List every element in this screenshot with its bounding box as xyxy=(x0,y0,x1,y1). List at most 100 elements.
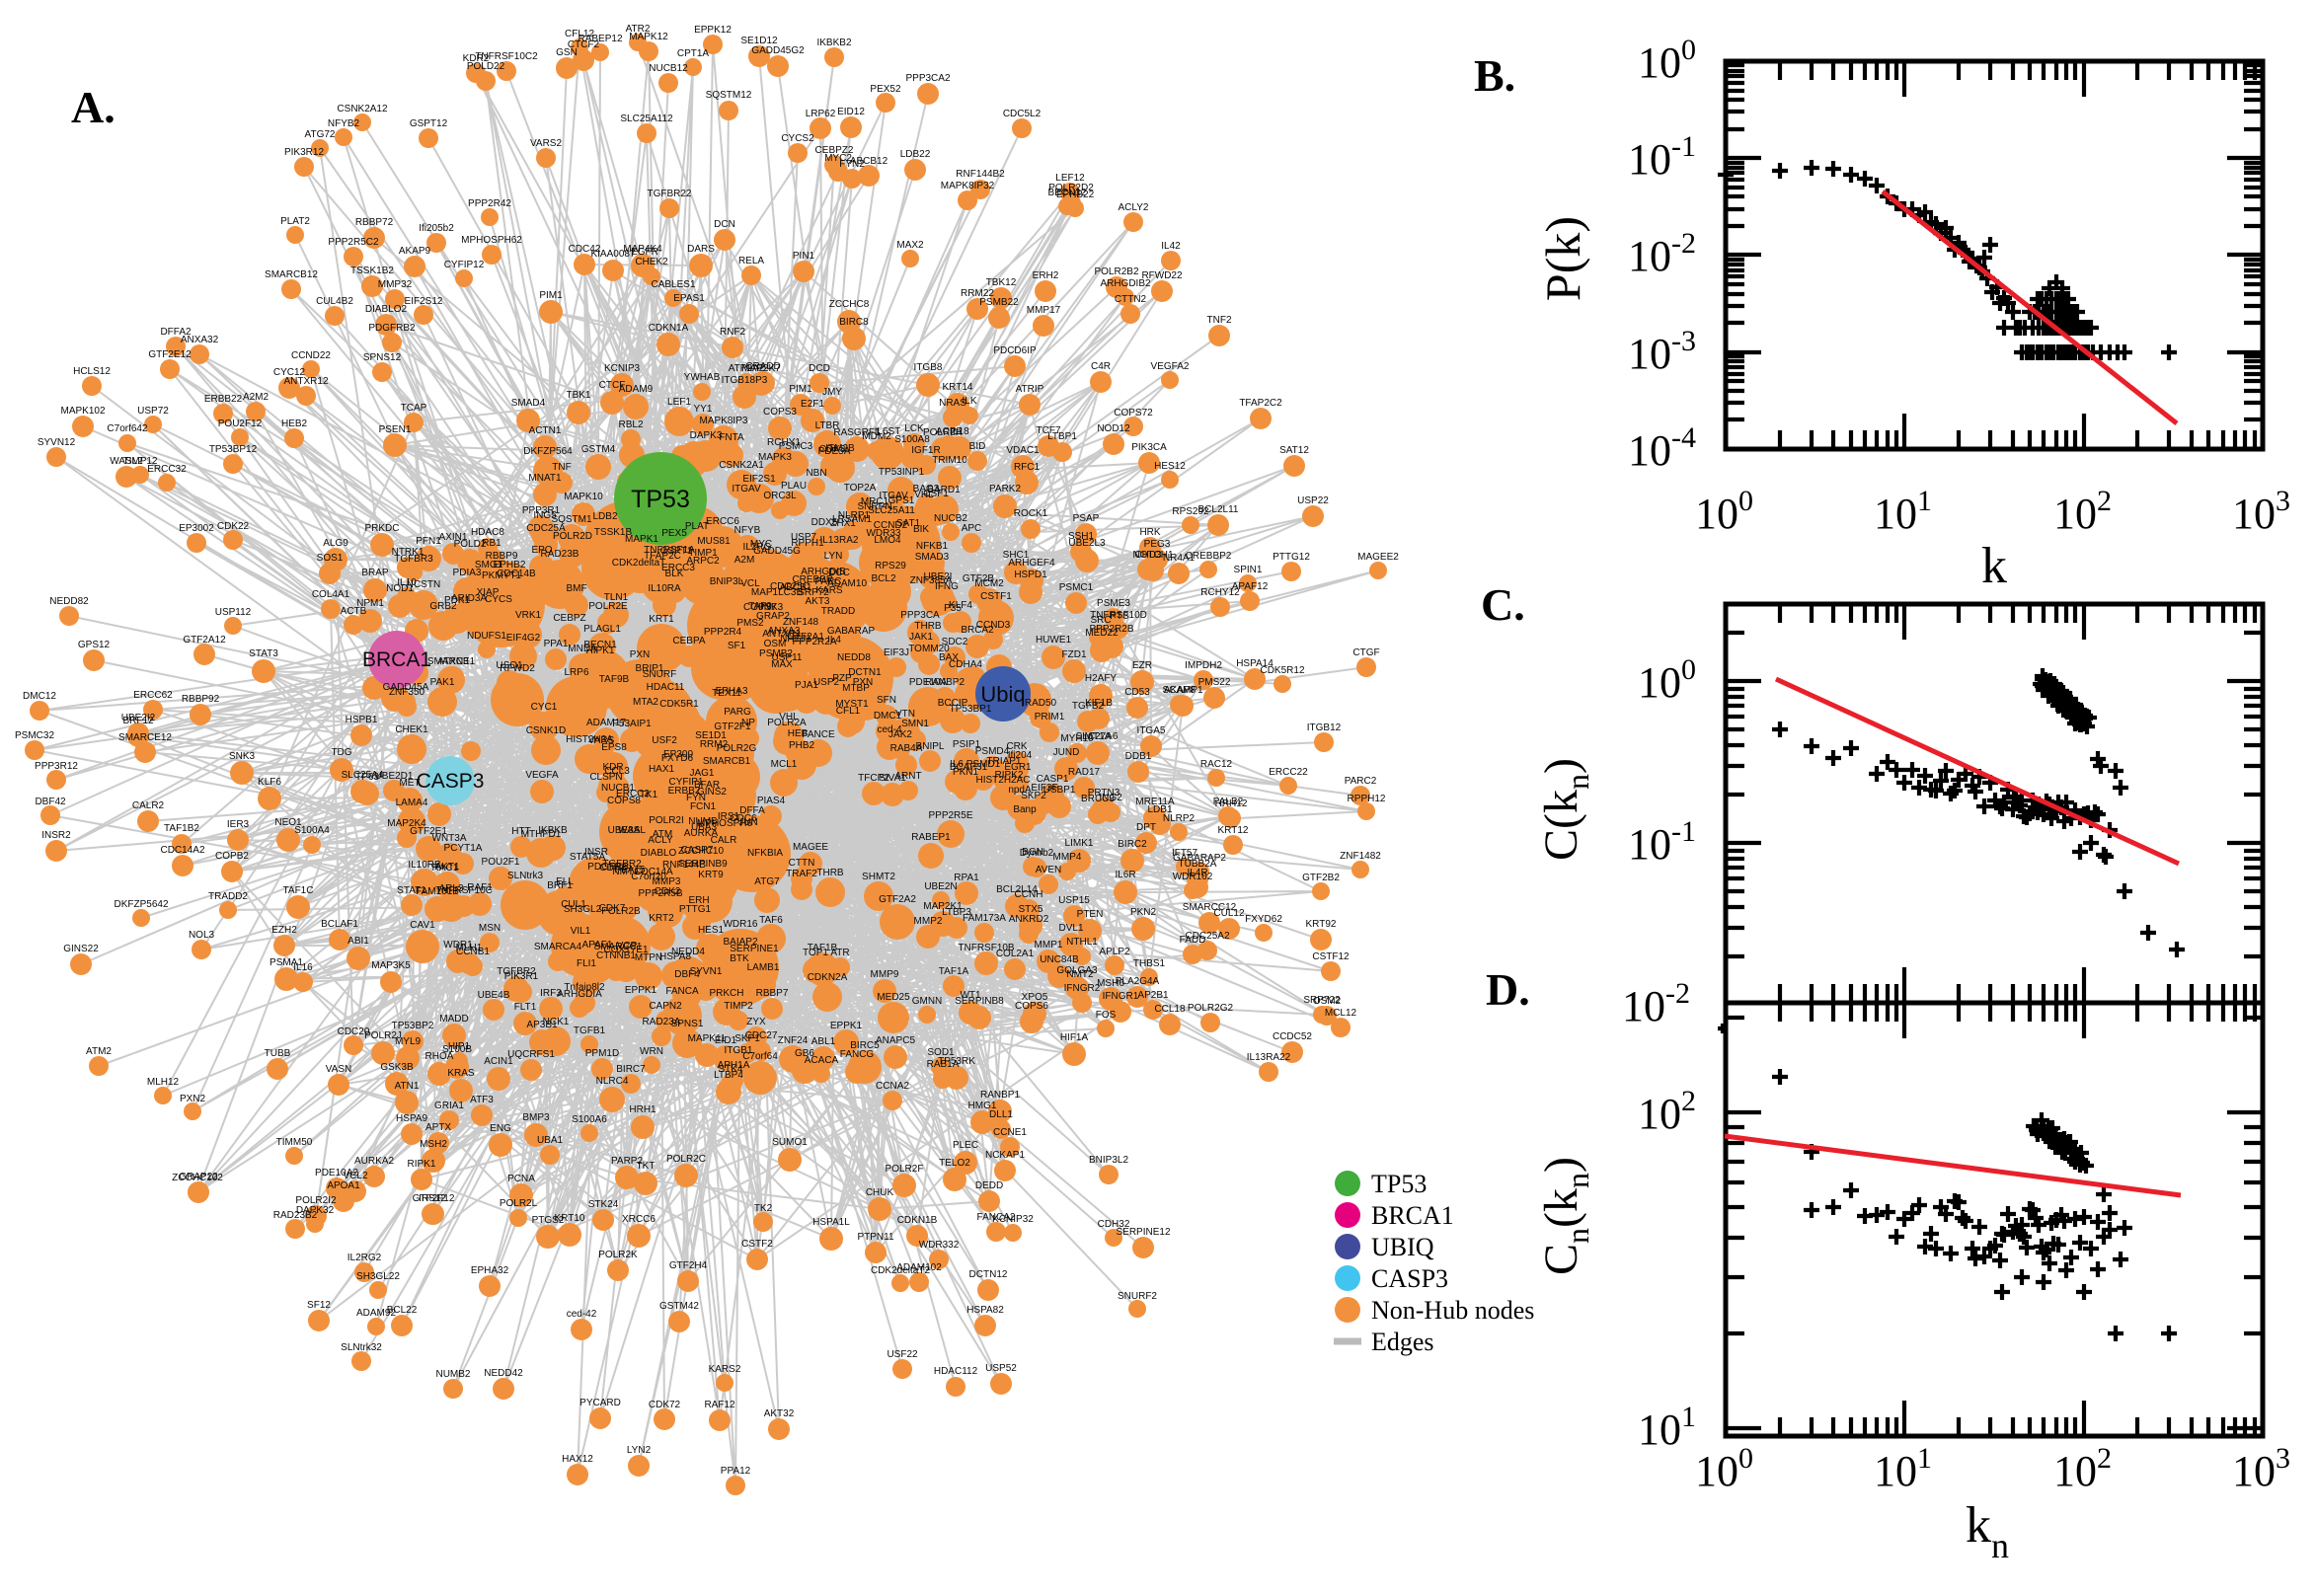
svg-text:DCN: DCN xyxy=(714,219,735,230)
svg-text:KLF4: KLF4 xyxy=(949,600,972,611)
svg-text:IL4: IL4 xyxy=(827,635,841,646)
svg-text:RBBP7: RBBP7 xyxy=(756,988,789,999)
svg-text:CDK2: CDK2 xyxy=(655,886,681,897)
svg-text:XIAP: XIAP xyxy=(477,587,500,598)
svg-text:RRM2: RRM2 xyxy=(700,739,729,750)
svg-text:GABARAP2: GABARAP2 xyxy=(1173,853,1226,864)
svg-text:MADD: MADD xyxy=(439,1014,468,1025)
svg-text:CPT1A: CPT1A xyxy=(677,48,710,59)
svg-text:ATN1: ATN1 xyxy=(395,1081,420,1092)
svg-text:KLF6: KLF6 xyxy=(258,777,281,788)
svg-text:FLI1: FLI1 xyxy=(577,958,596,969)
svg-text:POLR2I: POLR2I xyxy=(649,815,684,826)
svg-text:MCM2: MCM2 xyxy=(974,578,1004,589)
svg-text:TP63: TP63 xyxy=(355,772,379,783)
svg-text:IL42: IL42 xyxy=(1161,241,1181,252)
svg-text:EPPK1: EPPK1 xyxy=(830,1021,863,1031)
svg-text:PIM1: PIM1 xyxy=(539,290,563,301)
svg-text:KRT14: KRT14 xyxy=(943,382,973,393)
svg-text:MAPK1: MAPK1 xyxy=(625,534,658,545)
svg-text:PMS2: PMS2 xyxy=(736,618,764,629)
svg-text:TFAP2C2: TFAP2C2 xyxy=(1239,398,1282,409)
svg-text:BAIAP2: BAIAP2 xyxy=(723,937,757,948)
svg-text:CTCF: CTCF xyxy=(599,380,626,391)
svg-text:TIMP12: TIMP12 xyxy=(122,456,157,467)
svg-text:PXN: PXN xyxy=(630,649,651,660)
svg-text:ACLY2: ACLY2 xyxy=(1119,202,1149,213)
svg-text:MAGEE: MAGEE xyxy=(793,842,828,853)
svg-text:IMPDH2: IMPDH2 xyxy=(1185,660,1222,671)
svg-text:ITGB8: ITGB8 xyxy=(914,362,943,373)
svg-text:CDK22: CDK22 xyxy=(217,521,250,532)
svg-text:PPP2R5B: PPP2R5B xyxy=(638,888,682,899)
svg-text:GABARAP: GABARAP xyxy=(827,626,876,637)
svg-text:CDK7: CDK7 xyxy=(599,903,626,914)
svg-text:SMARCE12: SMARCE12 xyxy=(118,732,172,743)
svg-text:STK4: STK4 xyxy=(718,1064,742,1075)
svg-text:HEB: HEB xyxy=(788,728,809,739)
svg-text:ACTN1: ACTN1 xyxy=(529,425,562,436)
svg-text:PPP2R4: PPP2R4 xyxy=(704,627,742,638)
svg-text:BCL22: BCL22 xyxy=(387,1305,418,1316)
svg-text:RAC12: RAC12 xyxy=(1200,759,1233,770)
svg-text:EIF3F: EIF3F xyxy=(1031,783,1057,794)
svg-text:PSMD4: PSMD4 xyxy=(975,746,1010,757)
svg-text:SPNS12: SPNS12 xyxy=(363,352,402,363)
svg-text:PARC2: PARC2 xyxy=(1345,776,1377,787)
svg-text:VHL: VHL xyxy=(779,712,799,722)
svg-text:CTGF: CTGF xyxy=(1352,647,1379,658)
svg-text:HSPA14: HSPA14 xyxy=(1236,658,1274,669)
svg-text:CDC6: CDC6 xyxy=(730,813,757,824)
svg-text:BCAP31: BCAP31 xyxy=(950,762,988,773)
svg-text:VIL1: VIL1 xyxy=(571,926,591,937)
svg-text:GSTM4: GSTM4 xyxy=(581,444,616,455)
svg-text:HTT: HTT xyxy=(511,826,530,837)
svg-text:TNFRSF10B: TNFRSF10B xyxy=(958,943,1015,953)
svg-text:SMARCC12: SMARCC12 xyxy=(1183,902,1237,913)
svg-text:MCL12: MCL12 xyxy=(1325,1008,1357,1019)
svg-text:EPO: EPO xyxy=(531,545,552,556)
svg-text:CHD3: CHD3 xyxy=(1134,550,1162,561)
svg-text:RANBP2: RANBP2 xyxy=(925,677,965,688)
svg-text:HSPA1L: HSPA1L xyxy=(812,1217,850,1228)
svg-text:POLR2I2: POLR2I2 xyxy=(295,1195,337,1206)
svg-text:CDC25A2: CDC25A2 xyxy=(1185,931,1229,942)
svg-text:EP300: EP300 xyxy=(663,749,693,760)
svg-text:HIPK1: HIPK1 xyxy=(586,646,615,656)
svg-text:KCNIP3: KCNIP3 xyxy=(604,363,641,374)
svg-text:PMS22: PMS22 xyxy=(1198,677,1231,688)
svg-text:MAP2K4: MAP2K4 xyxy=(387,818,426,829)
svg-text:PEX5: PEX5 xyxy=(661,528,687,539)
svg-text:DMC1: DMC1 xyxy=(874,711,902,722)
svg-text:COPS72: COPS72 xyxy=(1114,408,1153,418)
svg-text:ELL: ELL xyxy=(556,876,574,887)
svg-text:XRCC6: XRCC6 xyxy=(622,1214,656,1225)
svg-text:CASP1: CASP1 xyxy=(1037,774,1069,785)
svg-text:EPHA32: EPHA32 xyxy=(471,1265,509,1276)
svg-text:FYN2: FYN2 xyxy=(839,159,865,170)
svg-text:HSPA9: HSPA9 xyxy=(396,1113,427,1124)
svg-text:DMC12: DMC12 xyxy=(23,691,56,702)
svg-text:ADAM10: ADAM10 xyxy=(827,578,867,589)
svg-text:FZD1: FZD1 xyxy=(1062,649,1087,660)
svg-text:USP22: USP22 xyxy=(1297,495,1329,506)
svg-text:k: k xyxy=(1981,538,2007,594)
svg-text:MAX2: MAX2 xyxy=(896,240,924,251)
svg-text:ZCCHC8: ZCCHC8 xyxy=(829,299,870,310)
svg-text:CALR: CALR xyxy=(711,835,737,846)
svg-text:LTBP4: LTBP4 xyxy=(714,1070,743,1081)
svg-text:DCTN12: DCTN12 xyxy=(969,1269,1008,1280)
svg-text:NCSTN: NCSTN xyxy=(407,579,440,590)
svg-text:IL16: IL16 xyxy=(293,962,313,973)
svg-text:ZHX1: ZHX1 xyxy=(830,518,856,529)
svg-text:JAK1: JAK1 xyxy=(909,632,933,643)
svg-text:ARHGDIB: ARHGDIB xyxy=(801,567,846,577)
svg-text:NFYB: NFYB xyxy=(734,525,761,536)
svg-text:TRADD2: TRADD2 xyxy=(208,891,248,902)
svg-text:DCTN1: DCTN1 xyxy=(848,667,882,678)
svg-text:ced-42: ced-42 xyxy=(567,1309,597,1320)
svg-text:UBA3: UBA3 xyxy=(691,822,718,833)
svg-text:VARS: VARS xyxy=(588,735,615,746)
svg-text:PLAU: PLAU xyxy=(781,481,807,492)
svg-text:EIF4G2: EIF4G2 xyxy=(506,633,541,644)
